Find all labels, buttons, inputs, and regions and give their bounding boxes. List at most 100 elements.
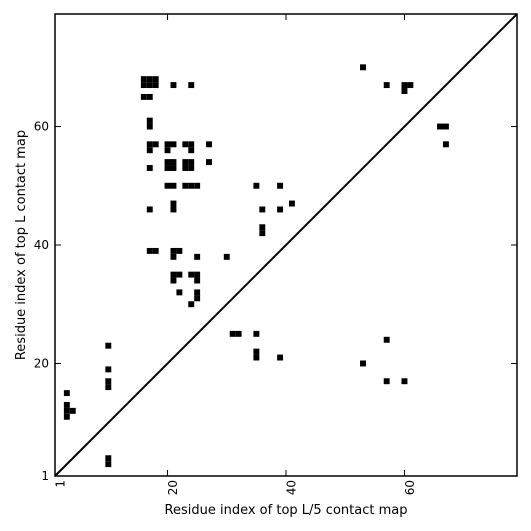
contact-point-upper [194,253,201,260]
contact-point-upper [401,88,408,94]
contact-point-upper [194,182,201,189]
contact-point-upper [401,82,408,89]
y-tick-label: 60 [34,120,49,134]
contact-point-upper [259,230,266,237]
contact-point-upper [170,247,177,254]
contact-point-upper [188,301,195,308]
contact-point-lower [383,336,390,343]
contact-point-upper [176,247,183,254]
x-axis-title: Residue index of top L/5 contact map [165,503,408,518]
contact-point-upper [182,159,189,166]
x-tick-label: 60 [403,480,417,495]
contact-point-upper [146,117,153,124]
diagonal-line [54,13,518,477]
contact-point-upper [223,253,230,260]
contact-point-upper [259,206,266,213]
contact-point-upper [407,82,414,89]
contact-point-lower [63,390,70,397]
contact-point-upper [140,76,147,83]
contact-point-upper [146,123,153,130]
contact-point-upper [194,295,201,302]
contact-point-upper [206,159,212,166]
contact-point-upper [194,277,201,284]
contact-point-upper [194,271,201,278]
contact-point-lower [253,354,260,361]
contact-point-upper [164,147,171,154]
contact-point-lower [401,378,408,385]
contact-point-upper [188,271,195,278]
contact-point-lower [105,378,112,385]
contact-point-lower [105,455,112,462]
contact-point-upper [277,206,284,213]
contact-point-upper [170,165,177,171]
contact-point-upper [188,147,195,154]
y-tick-label: 40 [34,238,49,252]
contact-point-upper [360,64,366,71]
contact-point-upper [140,82,147,89]
contact-point-lower [277,354,284,361]
contact-point-upper [140,93,147,100]
contact-point-upper [188,182,195,189]
contact-point-upper [188,159,195,166]
contact-point-lower [105,461,112,468]
contact-point-upper [146,247,153,254]
contact-point-upper [170,253,177,260]
contact-point-upper [170,182,177,189]
contact-point-upper [176,289,183,296]
x-tick-label: 20 [166,480,180,495]
contact-point-upper [146,141,153,148]
contact-point-upper [170,159,177,166]
contact-point-upper [277,182,284,189]
contact-point-upper [259,224,266,231]
contact-point-lower [105,342,112,349]
points-layer [63,64,449,468]
contact-point-upper [182,165,189,171]
contact-point-upper [152,82,159,89]
contact-point-lower [360,360,366,367]
contact-point-lower [229,330,236,337]
contact-point-upper [182,182,189,189]
ticks-layer: 1 20 40 60 1 20 40 60 [34,14,517,495]
contact-point-upper [442,123,449,130]
contact-point-upper [188,165,195,171]
contact-point-upper [383,82,390,89]
contact-point-upper [288,200,295,207]
contact-point-upper [146,147,153,154]
contact-point-lower [383,378,390,385]
contact-point-upper [146,76,153,83]
contact-point-lower [63,407,70,414]
contact-point-lower [105,384,112,391]
x-tick-label: 1 [54,480,68,488]
contact-point-upper [170,277,177,284]
contact-point-upper [164,159,171,166]
contact-point-upper [170,200,177,207]
contact-point-lower [63,401,70,408]
contact-point-upper [146,206,153,213]
contact-point-lower [69,407,76,414]
contact-point-lower [105,366,112,373]
contact-point-upper [170,206,177,213]
contact-point-upper [194,289,201,296]
contact-point-upper [164,141,171,148]
contact-point-upper [164,165,171,171]
contact-point-upper [442,141,449,148]
contact-point-upper [206,141,212,148]
contact-point-upper [170,141,177,148]
contact-point-upper [164,182,171,189]
contact-point-upper [188,141,195,148]
contact-point-upper [437,123,443,130]
contact-point-lower [253,348,260,355]
y-tick-label: 1 [41,469,49,483]
x-tick-label: 40 [285,480,299,495]
contact-point-upper [170,82,177,89]
contact-point-upper [152,141,159,148]
contact-point-upper [146,82,153,89]
contact-point-lower [235,330,242,337]
y-tick-label: 20 [34,356,49,370]
contact-point-upper [188,82,195,89]
contact-point-lower [253,330,260,337]
contact-point-upper [182,141,189,148]
contact-point-upper [152,247,159,254]
contact-point-upper [253,182,260,189]
